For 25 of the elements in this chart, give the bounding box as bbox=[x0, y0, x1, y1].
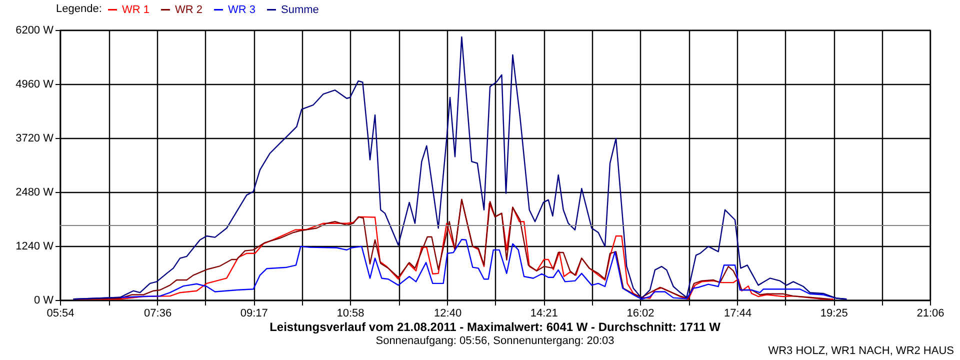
y-tick-label: 1240 W bbox=[16, 240, 54, 252]
legend-title: Legende: bbox=[56, 3, 102, 15]
y-tick-label: 4960 W bbox=[16, 78, 54, 90]
x-tick-label: 05:54 bbox=[46, 308, 74, 320]
legend-label: WR 3 bbox=[228, 4, 256, 16]
x-tick-label: 14:21 bbox=[530, 308, 558, 320]
y-tick-label: 3720 W bbox=[16, 132, 54, 144]
x-tick-label: 17:44 bbox=[724, 308, 752, 320]
legend-label: WR 1 bbox=[122, 4, 150, 16]
text: Sonnenaufgang: 05:56, Sonnenuntergang: 20:03 bbox=[376, 335, 614, 347]
text: Leistungsverlauf vom 21.08.2011 - Maximalwert: 6041 W - Durchschnitt: 1711 W bbox=[270, 320, 722, 334]
x-tick-label: 16:02 bbox=[626, 308, 654, 320]
x-tick-label: 10:58 bbox=[336, 308, 364, 320]
x-tick-label: 19:25 bbox=[820, 308, 848, 320]
text: WR3 HOLZ, WR1 NACH, WR2 HAUS bbox=[768, 345, 954, 357]
x-tick-label: 09:17 bbox=[240, 308, 268, 320]
y-tick-label: 6200 W bbox=[16, 24, 54, 36]
legend-label: WR 2 bbox=[175, 4, 202, 16]
y-tick-label: 0 W bbox=[34, 294, 54, 306]
x-tick-label: 21:06 bbox=[916, 308, 944, 320]
y-tick-label: 2480 W bbox=[16, 186, 54, 198]
legend-label: Summe bbox=[281, 4, 319, 16]
x-tick-label: 12:40 bbox=[434, 308, 462, 320]
x-tick-label: 07:36 bbox=[144, 308, 172, 320]
line-series bbox=[72, 36, 848, 300]
